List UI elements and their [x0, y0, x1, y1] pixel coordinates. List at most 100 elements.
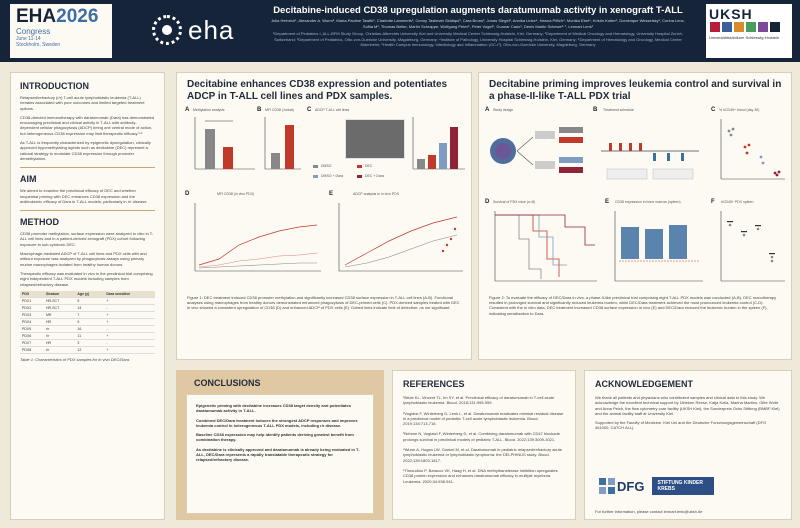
panel-label: A — [185, 107, 190, 113]
panel-title: MFI CD38 (Jurkat) — [265, 108, 294, 112]
table-cell: PDX5 — [20, 325, 44, 333]
table-cell: 12 — [75, 346, 105, 354]
aim-heading: AIM — [20, 174, 37, 185]
method-heading: METHOD — [20, 217, 59, 228]
panel-label: C — [711, 107, 716, 113]
funder-logos: DFG STIFTUNG KINDER KREBS — [599, 477, 715, 495]
table-cell: + — [104, 346, 155, 354]
table-cell: r/r — [43, 332, 76, 340]
uksh-logo-text: UKSH — [709, 6, 753, 22]
congress-name: EHA — [16, 6, 57, 27]
legend-item: DMSO — [321, 164, 332, 168]
pdx-table: PDX Stratum Age (y) Dara sensitive PDX1 H… — [20, 290, 155, 354]
panel-title: Study design — [493, 108, 514, 112]
treatment-schedule-diagram — [601, 143, 699, 180]
table-cell: + — [104, 318, 155, 326]
method-paragraph: CD38 promoter methylation, surface expre… — [20, 231, 154, 247]
legend-item: DMSO + Dara — [321, 174, 344, 178]
table-cell: r/r — [43, 325, 76, 333]
table-caption: Table 1: Characteristics of PDX samples … — [20, 356, 131, 362]
table-row: PDX4 HR 9 + — [20, 318, 155, 326]
authors: Julia Heinrich¹, Alexander A. Wurm², Mar… — [271, 18, 685, 29]
poster-title: Decitabine-induced CD38 upregulation aug… — [273, 5, 683, 16]
table-cell: + — [104, 332, 155, 340]
panel-label: C — [307, 107, 312, 113]
table-cell: HR — [43, 318, 76, 326]
methylation-plot — [194, 117, 255, 170]
congress-city: Stockholm, Sweden — [16, 42, 61, 48]
aim-text: We aimed to examine the preclinical effi… — [20, 188, 148, 204]
panel-title: ADCP analysis in in vivo PDX — [353, 192, 400, 196]
panel-label: D — [485, 199, 490, 205]
method-paragraph: Macrophage-mediated ADCP of T-ALL cell l… — [20, 251, 147, 267]
table-cell: - — [104, 304, 155, 312]
panel-label: B — [257, 107, 262, 113]
poster-header: EHA2026 Congress June 11-14 Stockholm, S… — [0, 0, 800, 62]
method-text: CD38 promoter methylation, surface expre… — [20, 231, 155, 287]
panel-title: hCD45+ PDX spleen — [721, 200, 754, 204]
survival-curve — [494, 211, 597, 282]
conclusions-box: Epigenetic priming with decitabine incre… — [186, 394, 374, 514]
congress-dates: June 11-14 — [16, 36, 41, 42]
congress-badge: EHA2026 Congress June 11-14 Stockholm, S… — [10, 4, 112, 58]
table-cell: PDX6 — [20, 332, 44, 340]
intro-paragraph: As T-ALL is frequently characterized by … — [20, 140, 151, 161]
divider — [20, 167, 155, 169]
table-cell: MR — [43, 311, 76, 319]
dfg-logo-text: DFG — [617, 478, 645, 494]
reference-item: ¹Bride KL, Vincent TL, Im SY, et al. Pre… — [403, 395, 555, 406]
table-cell: 16 — [75, 325, 105, 333]
uksh-logo: UKSH Universitätsklinikum Schleswig-Hols… — [706, 4, 792, 58]
panel-label: D — [185, 191, 190, 197]
fig1-legend — [313, 165, 362, 178]
panel-label: E — [605, 199, 610, 205]
table-cell: r/r — [43, 346, 76, 354]
panel-title: ADCP T-ALL cell lines — [315, 108, 350, 112]
study-design-diagram — [490, 127, 583, 173]
conclusion-item: Epigenetic priming with decitabine incre… — [196, 403, 351, 414]
table-cell: 14 — [75, 304, 105, 312]
intro-heading: INTRODUCTION — [20, 81, 89, 91]
reference-item: ⁴Wurm A, Hogan LW, Gunkel M, et al. Dara… — [403, 447, 562, 463]
method-paragraph: Therapeutic efficacy was evaluated in vi… — [20, 270, 153, 287]
references-panel: REFERENCES ¹Bride KL, Vincent TL, Im SY,… — [392, 370, 576, 520]
table-cell: HR-SCT — [43, 297, 76, 305]
conclusions-list: Epigenetic priming with decitabine incre… — [196, 403, 364, 463]
panel-title: MFI CD38 (in vivo PDX) — [217, 192, 255, 196]
affiliations: ¹Department of Pediatrics I, ALL-BFM Stu… — [273, 31, 683, 47]
reference-item: ³Nehme N, Vogiatzi F, Winterberg D, et a… — [403, 431, 560, 442]
table-cell: PDX2 — [20, 304, 44, 312]
table-header: Age (y) — [75, 290, 105, 298]
table-row: PDX6 r/r 11 + — [20, 332, 155, 340]
logo-tile-icon — [722, 22, 732, 32]
table-cell: PDX7 — [20, 339, 44, 347]
logo-tile-icon — [734, 22, 744, 32]
panel-title: CD38 expression in bone marrow (spleen) — [615, 200, 681, 204]
intro-paragraph: Relapsed/refractory (r/r) T-cell acute l… — [20, 95, 145, 111]
panel-label: B — [593, 107, 598, 113]
figure-1-panel: Decitabine enhances CD38 expression and … — [176, 72, 472, 360]
panel-label: E — [329, 191, 334, 197]
panel-label: A — [485, 107, 490, 113]
table-cell: + — [104, 311, 155, 319]
table-cell: PDX8 — [20, 346, 44, 354]
table-row: PDX1 HR-SCT 5 + — [20, 297, 155, 305]
panel-title: % hCD45+ blood (day 35) — [719, 108, 760, 112]
reference-item: ²Vogiatzi F, Winterberg D, Lenk L, et al… — [403, 410, 564, 427]
table-row: PDX8 r/r 12 + — [20, 346, 155, 354]
table-header: Dara sensitive — [104, 290, 155, 298]
conclusions-frame: CONCLUSIONS Epigenetic priming with deci… — [176, 370, 384, 520]
blood-leukemia-plot — [720, 119, 785, 180]
conclusion-item: As decitabine is clinically approved and… — [196, 446, 360, 463]
logo-tile-icon — [710, 22, 720, 32]
panel-title: Treatment schedule — [603, 108, 634, 112]
table-row: PDX7 HR 3- — [20, 339, 155, 347]
adcp-in-vivo-plot — [338, 203, 463, 272]
legend-item: DEC + Dara — [365, 174, 384, 178]
acknowledgement-paragraph: Supported by the Faculty of Medicine, Ki… — [595, 420, 767, 431]
stiftung-logo: STIFTUNG KINDER KREBS — [652, 477, 715, 495]
table-cell: 9 — [75, 318, 105, 326]
logo-tile-icon — [770, 22, 780, 32]
congress-label: Congress — [16, 27, 51, 36]
eha-logo-text: eha — [188, 14, 235, 45]
